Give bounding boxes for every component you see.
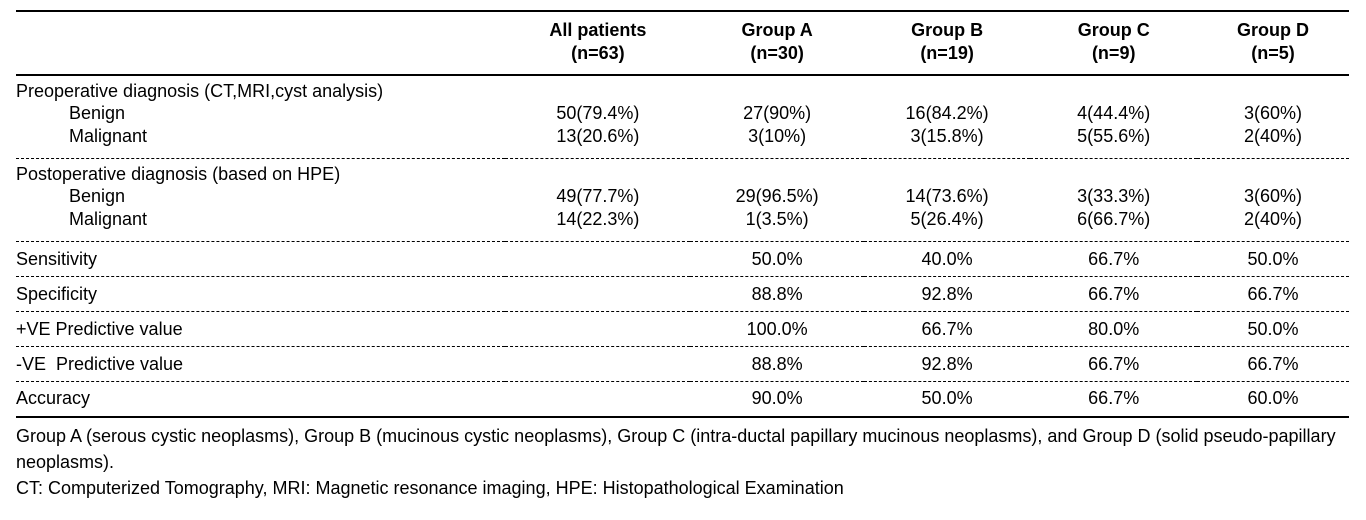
cell: 13(20.6%) — [505, 125, 691, 159]
cell: 5(55.6%) — [1030, 125, 1198, 159]
cell: 14(73.6%) — [905, 186, 989, 206]
results-table: All patients (n=63) Group A (n=30) Group… — [16, 10, 1349, 418]
column-header-group-b: Group B (n=19) — [863, 11, 1031, 76]
cell — [505, 311, 691, 347]
cell: 3(33.3%) — [1077, 186, 1151, 206]
cell: 40.0% — [863, 241, 1031, 277]
cell: 49(77.7%) — [556, 186, 640, 206]
cell: 88.8% — [690, 346, 864, 382]
metric-row-negative-predictive-value: -VE Predictive value 88.8% 92.8% 66.7% 6… — [16, 346, 1349, 382]
cell: 3(10%) — [690, 125, 864, 159]
metric-row-sensitivity: Sensitivity 50.0% 40.0% 66.7% 50.0% — [16, 241, 1349, 277]
cell: 5(26.4%) — [863, 208, 1031, 242]
cell: 27(90%) — [743, 103, 812, 123]
cell: 16(84.2%) — [905, 103, 989, 123]
cell: 92.8% — [863, 276, 1031, 312]
cell: 66.7% — [1030, 381, 1198, 418]
column-header-empty — [16, 11, 506, 76]
metric-row-accuracy: Accuracy 90.0% 50.0% 66.7% 60.0% — [16, 381, 1349, 418]
cell — [505, 381, 691, 418]
column-name: Group C — [1077, 20, 1150, 40]
section-title: Postoperative diagnosis (based on HPE) — [16, 164, 341, 184]
column-name: Group B — [911, 20, 984, 40]
column-n: (n=63) — [571, 43, 625, 63]
row-label: Benign — [69, 103, 126, 123]
cell: 80.0% — [1030, 311, 1198, 347]
row-label: Malignant — [16, 125, 506, 159]
column-header-group-a: Group A (n=30) — [690, 11, 864, 76]
footnote-groups: Group A (serous cystic neoplasms), Group… — [16, 425, 1336, 472]
cell: 50.0% — [1197, 311, 1349, 347]
column-header-all-patients: All patients (n=63) — [505, 11, 691, 76]
header-row: All patients (n=63) Group A (n=30) Group… — [16, 11, 1349, 76]
footnote-abbreviations: CT: Computerized Tomography, MRI: Magnet… — [16, 477, 844, 498]
cell: 3(15.8%) — [863, 125, 1031, 159]
cell: 88.8% — [690, 276, 864, 312]
cell: 4(44.4%) — [1077, 103, 1151, 123]
column-n: (n=5) — [1251, 43, 1295, 63]
metric-row-positive-predictive-value: +VE Predictive value 100.0% 66.7% 80.0% … — [16, 311, 1349, 347]
cell: 2(40%) — [1197, 208, 1349, 242]
cell — [505, 346, 691, 382]
cell: 66.7% — [1030, 241, 1198, 277]
column-name: All patients — [549, 20, 647, 40]
table-row: Benign 49(77.7%) 29(96.5%) 14(73.6%) 3(3… — [16, 185, 1349, 208]
cell: 50.0% — [863, 381, 1031, 418]
cell: 92.8% — [863, 346, 1031, 382]
row-label: Sensitivity — [16, 241, 506, 277]
section-header-postoperative: Postoperative diagnosis (based on HPE) — [16, 159, 1349, 186]
cell — [505, 241, 691, 277]
column-name: Group A — [741, 20, 813, 40]
cell: 60.0% — [1197, 381, 1349, 418]
row-label: Malignant — [16, 208, 506, 242]
cell: 6(66.7%) — [1030, 208, 1198, 242]
column-n: (n=19) — [920, 43, 974, 63]
table-row: Malignant 14(22.3%) 1(3.5%) 5(26.4%) 6(6… — [16, 208, 1349, 242]
cell: 2(40%) — [1197, 125, 1349, 159]
section-title: Preoperative diagnosis (CT,MRI,cyst anal… — [16, 81, 384, 101]
footnotes: Group A (serous cystic neoplasms), Group… — [16, 423, 1349, 501]
section-header-preoperative: Preoperative diagnosis (CT,MRI,cyst anal… — [16, 75, 1349, 102]
cell: 66.7% — [1197, 276, 1349, 312]
cell: 1(3.5%) — [690, 208, 864, 242]
column-n: (n=9) — [1091, 43, 1136, 63]
table-row: Malignant 13(20.6%) 3(10%) 3(15.8%) 5(55… — [16, 125, 1349, 159]
column-header-group-c: Group C (n=9) — [1030, 11, 1198, 76]
metric-row-specificity: Specificity 88.8% 92.8% 66.7% 66.7% — [16, 276, 1349, 312]
table-row: Benign 50(79.4%) 27(90%) 16(84.2%) 4(44.… — [16, 102, 1349, 125]
cell: 14(22.3%) — [505, 208, 691, 242]
cell: 66.7% — [1030, 276, 1198, 312]
column-n: (n=30) — [750, 43, 804, 63]
row-label: +VE Predictive value — [16, 311, 506, 347]
cell — [505, 276, 691, 312]
row-label: Specificity — [16, 276, 506, 312]
cell: 29(96.5%) — [735, 186, 819, 206]
cell: 66.7% — [863, 311, 1031, 347]
cell: 3(60%) — [1243, 103, 1303, 123]
cell: 3(60%) — [1243, 186, 1303, 206]
cell: 50.0% — [1197, 241, 1349, 277]
cell: 50(79.4%) — [556, 103, 640, 123]
row-label: -VE Predictive value — [16, 346, 506, 382]
row-label: Accuracy — [16, 381, 506, 418]
column-header-group-d: Group D (n=5) — [1197, 11, 1349, 76]
cell: 90.0% — [690, 381, 864, 418]
row-label: Benign — [69, 186, 126, 206]
column-name: Group D — [1237, 20, 1309, 40]
cell: 50.0% — [690, 241, 864, 277]
cell: 66.7% — [1030, 346, 1198, 382]
cell: 100.0% — [690, 311, 864, 347]
cell: 66.7% — [1197, 346, 1349, 382]
